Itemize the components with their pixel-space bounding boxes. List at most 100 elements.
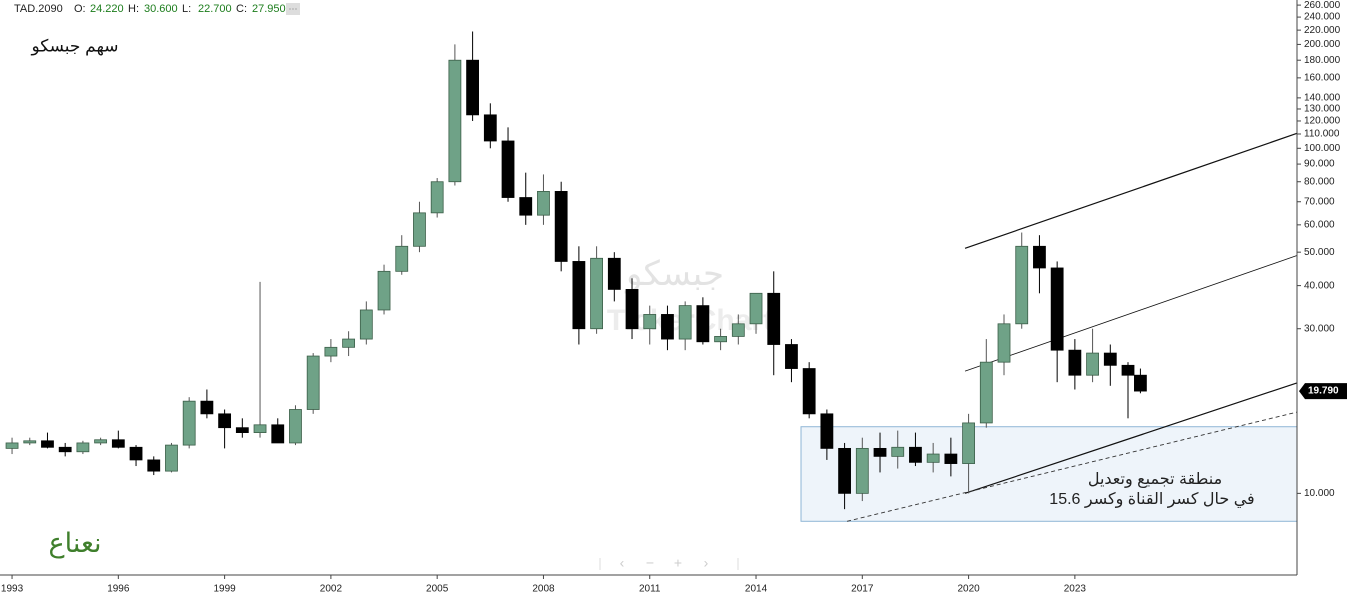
y-tick-label: 180.000	[1304, 55, 1341, 66]
candle-body	[448, 59, 462, 183]
y-tick-label: 70.000	[1304, 196, 1335, 207]
candle-body	[271, 424, 285, 444]
candle-body	[41, 440, 54, 448]
candle-body	[1103, 352, 1117, 366]
annotation: منطقة تجميع وتعديل	[1088, 471, 1222, 489]
nav-left[interactable]: ‹	[620, 555, 625, 571]
candle-body	[696, 305, 710, 343]
y-tick-label: 80.000	[1304, 176, 1335, 187]
x-tick-label: 2023	[1064, 584, 1087, 595]
x-tick-label: 1993	[1, 584, 24, 595]
y-tick-label: 50.000	[1304, 247, 1335, 258]
candle-body	[820, 413, 834, 449]
ohlc-header: O: 24.220 H: 30.600 L: 22.700 C: 27.950	[74, 3, 286, 15]
candle-body	[324, 346, 338, 357]
candle-body	[129, 446, 143, 461]
x-tick-label: 2020	[957, 584, 980, 595]
candle-body	[997, 323, 1011, 363]
candle-body	[678, 305, 692, 340]
candle-body	[466, 59, 480, 116]
candle-body	[944, 453, 958, 464]
ohlc-value: 22.700	[198, 3, 232, 15]
ohlc-value: 27.950	[252, 3, 286, 15]
candle-body	[58, 446, 72, 453]
candle-body	[76, 442, 90, 453]
nav-controls: ‹ − + ›	[599, 555, 739, 571]
candle-body	[147, 459, 161, 472]
candle-body	[200, 400, 214, 415]
candle-body	[483, 114, 497, 142]
candle-body	[1068, 349, 1082, 376]
candle-body	[838, 447, 851, 494]
candle-body	[731, 323, 745, 337]
candle-body	[572, 261, 586, 330]
y-tick-label: 10.000	[1304, 488, 1335, 499]
candle-body	[855, 447, 869, 494]
y-tick-label: 260.000	[1304, 0, 1341, 11]
y-tick-label: 240.000	[1304, 12, 1341, 23]
trendline	[846, 411, 1298, 522]
candle-body	[1086, 352, 1099, 376]
x-tick-label: 2014	[745, 584, 768, 595]
candle-body	[909, 446, 922, 463]
candle-body	[235, 427, 249, 434]
watermark: جبسكو	[624, 255, 724, 294]
y-tick-label: 140.000	[1304, 93, 1341, 104]
candle-body	[661, 314, 674, 340]
candle-body	[253, 424, 267, 434]
plot-area	[5, 31, 1298, 522]
x-tick-label: 1996	[107, 584, 130, 595]
y-tick-label: 110.000	[1304, 129, 1340, 140]
zone	[800, 426, 1298, 522]
candle-body	[306, 355, 320, 410]
more-icon: ···	[289, 3, 298, 13]
symbol: TAD.2090	[14, 3, 63, 15]
y-tick-label: 130.000	[1304, 104, 1341, 115]
candle-body	[785, 344, 798, 369]
candle-body	[165, 444, 178, 472]
x-tick-label: 1999	[213, 584, 236, 595]
candle-body	[537, 191, 550, 216]
candle-body	[767, 292, 781, 345]
candle-body	[590, 257, 603, 330]
candle-body	[554, 191, 568, 262]
candle-body	[5, 442, 19, 449]
signature: نعناع	[48, 528, 101, 559]
more-button[interactable]	[286, 3, 300, 15]
candle-body	[430, 181, 444, 214]
nav-right[interactable]: ›	[704, 555, 709, 571]
ohlc-label: L:	[182, 3, 191, 15]
candle-body	[289, 409, 302, 444]
candle-body	[395, 245, 409, 272]
candle-body	[891, 446, 905, 457]
last-price-label: 19.790	[1308, 386, 1339, 397]
candle-body	[94, 439, 108, 444]
ohlc-label: O:	[74, 3, 86, 15]
candle-body	[413, 212, 426, 247]
y-tick-label: 200.000	[1304, 39, 1341, 50]
candle-body	[519, 197, 533, 216]
nav-zoom-out[interactable]: −	[646, 555, 654, 571]
candle-body	[1050, 267, 1064, 351]
candle-body	[23, 440, 37, 444]
candle-body	[926, 453, 940, 463]
x-tick-label: 2011	[639, 584, 661, 595]
candle-body	[1121, 364, 1135, 376]
candle-body	[714, 336, 727, 343]
last-price-tag	[1299, 383, 1347, 400]
candle-body	[625, 289, 639, 330]
nav-zoom-in[interactable]: +	[674, 555, 682, 571]
annotation: في حال كسر القناة وكسر 15.6	[1049, 491, 1254, 509]
y-tick-label: 120.000	[1304, 116, 1341, 127]
candle-body	[182, 400, 196, 446]
candle-body	[643, 314, 657, 330]
y-tick-label: 30.000	[1304, 323, 1335, 334]
y-tick-label: 160.000	[1304, 72, 1341, 83]
candle-body	[1015, 245, 1029, 325]
candle-body	[218, 413, 232, 429]
candle-body	[749, 292, 763, 325]
candle-body	[377, 270, 391, 311]
candle-body	[962, 422, 975, 464]
candle-body	[1134, 374, 1147, 392]
